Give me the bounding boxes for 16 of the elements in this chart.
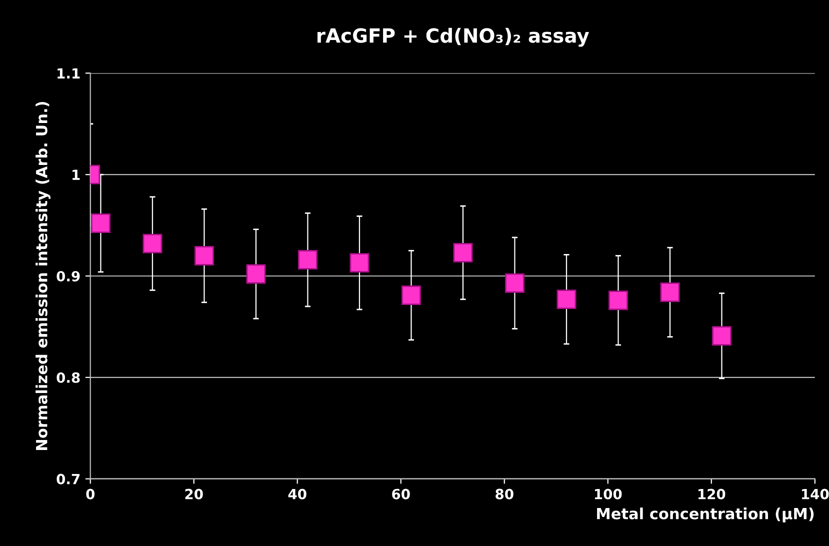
x-tick-label: 0	[86, 488, 95, 500]
chart-title: rAcGFP + Cd(NO₃)₂ assay	[318, 28, 590, 47]
x-tick-label: 60	[392, 488, 410, 500]
y-tick-label: 0.8	[56, 372, 80, 383]
y-tick-label: 0.7	[56, 474, 80, 484]
x-tick-label: 100	[594, 488, 622, 500]
x-tick-label: 120	[698, 488, 726, 500]
y-tick-label: 0.9	[56, 270, 80, 282]
x-tick-label: 80	[496, 488, 514, 500]
y-axis-title: Normalized emission intensity (Arb. Un.)	[36, 102, 50, 450]
x-tick-label: 140	[802, 488, 829, 500]
y-tick-label: 1.1	[58, 68, 80, 78]
x-tick-label: 20	[185, 488, 203, 500]
x-axis-title: Metal concentration (µM)	[597, 508, 814, 522]
y-tick-label: 1	[72, 170, 80, 180]
x-tick-label: 40	[288, 488, 306, 500]
